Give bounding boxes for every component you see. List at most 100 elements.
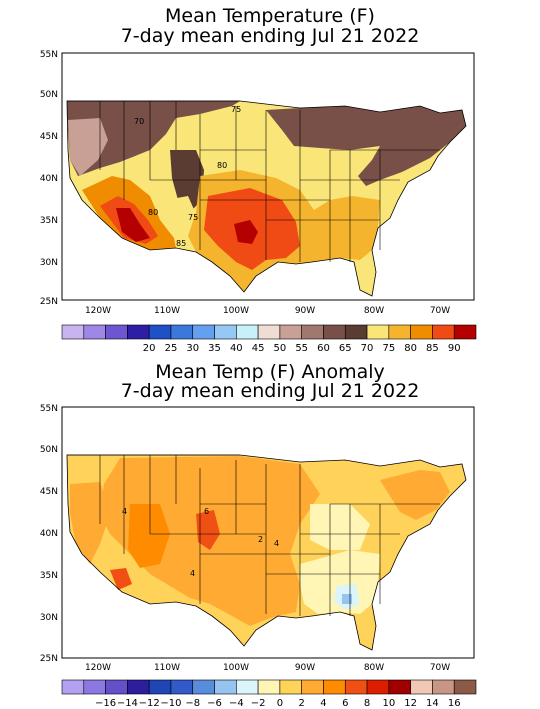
lat-tick-label: 30N (40, 258, 58, 268)
map-title: Mean Temp (F) Anomaly (155, 361, 385, 383)
colorbar-swatch (323, 324, 346, 340)
colorbar-swatch (388, 679, 411, 695)
colorbar-label: 30 (186, 343, 199, 354)
cool-region-northeast (266, 106, 466, 186)
lat-tick-label: 25N (40, 654, 58, 664)
contour-label: 2 (258, 535, 263, 544)
contour-label: 75 (188, 213, 198, 222)
colorbar-label: −4 (229, 698, 244, 709)
colorbar-label: 35 (208, 343, 221, 354)
lat-tick-label: 35N (40, 216, 58, 226)
cool-region-pacific (68, 118, 108, 176)
colorbar-label: 8 (364, 698, 370, 709)
colorbar-swatch (301, 324, 324, 340)
colorbar-swatch (105, 324, 128, 340)
contour-label: 6 (204, 507, 209, 516)
contour-label: 75 (231, 105, 241, 114)
anomaly-region-southwest (110, 568, 132, 590)
lon-tick-label: 70W (430, 306, 450, 316)
map-subtitle: 7-day mean ending Jul 21 2022 (120, 25, 420, 47)
contour-label: 80 (217, 161, 227, 170)
lon-tick-label: 80W (364, 663, 384, 673)
lat-tick-label: 45N (40, 487, 58, 497)
anomaly-region-northeast (380, 470, 450, 520)
colorbar-swatch (257, 679, 281, 695)
colorbar-swatch (453, 324, 477, 340)
lat-tick-label: 35N (40, 571, 58, 581)
anomaly-map: 55N 50N 45N 40N 35N 30N 25N 120W 110W 10… (40, 404, 477, 709)
colorbar-swatch (127, 679, 150, 695)
lat-tick-label: 55N (40, 50, 58, 60)
colorbar-label: 70 (361, 343, 374, 354)
longitude-axis: 120W 110W 100W 90W 80W 70W (85, 306, 450, 316)
contour-label: 4 (190, 569, 195, 578)
longitude-axis: 120W 110W 100W 90W 80W 70W (85, 663, 450, 673)
colorbar-label: −10 (160, 698, 181, 709)
colorbar-swatch (236, 324, 259, 340)
cool-region-rockies (170, 150, 204, 212)
colorbar-swatch (366, 679, 390, 695)
colorbar-swatch (192, 679, 215, 695)
contour-label: 70 (134, 117, 144, 126)
colorbar-label: 45 (252, 343, 265, 354)
colorbar-label: 60 (317, 343, 330, 354)
colorbar-swatch (453, 679, 477, 695)
lon-tick-label: 120W (85, 306, 111, 316)
colorbar-label: −6 (207, 698, 222, 709)
colorbar-label: 6 (342, 698, 348, 709)
contour-label: 85 (176, 239, 186, 248)
colorbar-label: 4 (320, 698, 326, 709)
lat-tick-label: 40N (40, 174, 58, 184)
colorbar-swatch (410, 679, 433, 695)
colorbar-label: 75 (382, 343, 395, 354)
colorbar-swatch (366, 324, 390, 340)
lat-tick-label: 55N (40, 404, 58, 414)
lon-tick-label: 100W (223, 663, 249, 673)
contour-label: 80 (148, 208, 158, 217)
colorbar-swatch (105, 679, 128, 695)
cool-region-colorado (166, 196, 196, 228)
lon-tick-label: 110W (154, 663, 180, 673)
colorbar-swatch (432, 679, 455, 695)
lon-tick-label: 90W (295, 663, 315, 673)
colorbar-label: 65 (339, 343, 352, 354)
contour-label: 4 (122, 507, 127, 516)
lat-tick-label: 50N (40, 90, 58, 100)
temperature-colorbar: 20 25 30 35 40 45 50 55 60 65 70 75 80 85 90 (61, 324, 477, 354)
colorbar-label: −8 (185, 698, 200, 709)
lon-tick-label: 80W (364, 306, 384, 316)
lat-tick-label: 25N (40, 297, 58, 307)
anomaly-region-southeast (300, 550, 380, 614)
lon-tick-label: 120W (85, 663, 111, 673)
colorbar-label: 14 (426, 698, 439, 709)
lon-tick-label: 90W (295, 306, 315, 316)
anomaly-region-florida-cooler (342, 594, 352, 604)
map-frame (61, 406, 475, 659)
anomaly-region-colorado (196, 510, 220, 550)
colorbar-swatch (344, 324, 368, 340)
colorbar-label: −2 (251, 698, 266, 709)
lat-tick-label: 30N (40, 613, 58, 623)
colorbar-label: 16 (448, 698, 461, 709)
hottest-region-oklahoma (234, 220, 258, 244)
colorbar-label: −16 (95, 698, 116, 709)
anomaly-region-midwest (310, 504, 370, 550)
lat-tick-label: 50N (40, 445, 58, 455)
colorbar-swatch (388, 324, 411, 340)
lat-tick-label: 40N (40, 529, 58, 539)
colorbar-label: 10 (382, 698, 395, 709)
lon-tick-label: 100W (223, 306, 249, 316)
colorbar-label: −14 (117, 698, 138, 709)
colorbar-label: −12 (139, 698, 160, 709)
colorbar-swatch (301, 679, 324, 695)
colorbar-swatch (236, 679, 259, 695)
lon-tick-label: 110W (154, 306, 180, 316)
colorbar-label: 12 (404, 698, 417, 709)
colorbar-label: 2 (298, 698, 304, 709)
colorbar-swatch (83, 679, 106, 695)
colorbar-swatch (192, 324, 215, 340)
map-title: Mean Temperature (F) (165, 5, 375, 27)
colorbar-swatch (279, 679, 302, 695)
colorbar-swatch (410, 324, 433, 340)
colorbar-label: 90 (448, 343, 461, 354)
